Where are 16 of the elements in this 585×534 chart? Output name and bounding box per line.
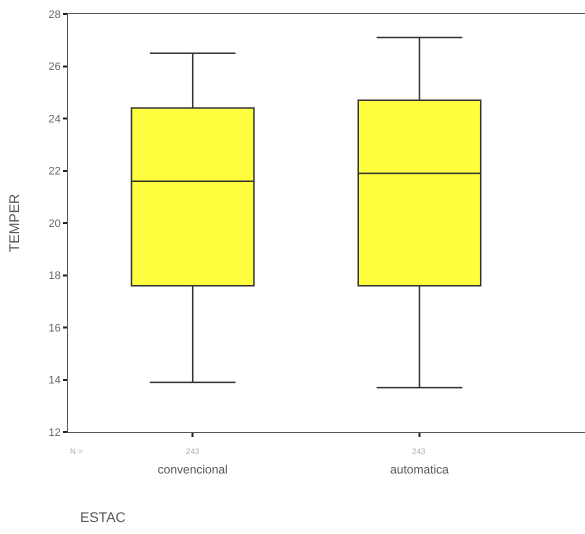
text: 243 <box>412 447 426 456</box>
y-tick-label: 12 <box>48 426 61 439</box>
y-tick-label: 22 <box>48 166 61 178</box>
text: N = <box>70 447 83 456</box>
y-tick-label: 24 <box>48 113 61 126</box>
y-tick-label: 14 <box>48 374 61 387</box>
x-axis-title: ESTAC <box>80 509 126 525</box>
x-tick-label: automatica <box>390 462 450 476</box>
y-axis-title: TEMPER <box>6 194 22 252</box>
x-tick-label: convencional <box>158 462 228 476</box>
y-tick-label: 20 <box>48 218 61 230</box>
y-tick-label: 16 <box>48 322 61 334</box>
y-tick-label: 28 <box>48 8 61 21</box>
y-tick-label: 26 <box>48 61 61 74</box>
y-tick-label: 18 <box>48 270 61 282</box>
text: 243 <box>186 447 200 456</box>
